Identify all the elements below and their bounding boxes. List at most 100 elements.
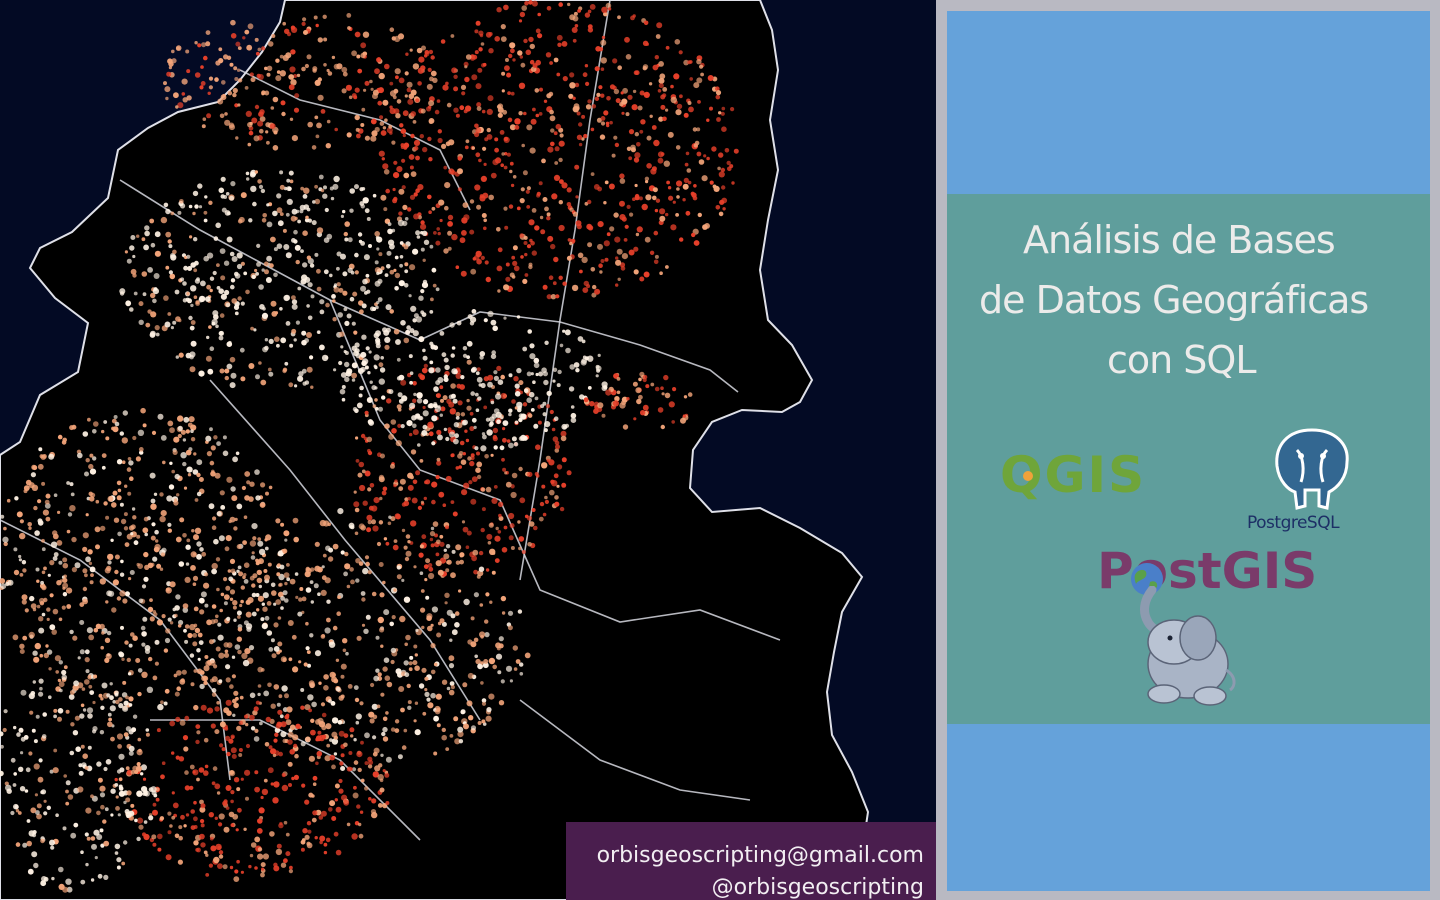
map-point [218, 813, 225, 820]
map-point [79, 649, 85, 655]
map-point [436, 457, 441, 462]
map-point [550, 128, 555, 133]
map-point [214, 816, 218, 820]
map-point [294, 93, 300, 99]
map-point [430, 669, 436, 675]
map-point [220, 293, 227, 300]
map-point [509, 523, 515, 529]
map-point [668, 195, 674, 201]
map-point [58, 681, 65, 688]
map-point [575, 195, 579, 199]
map-point [125, 695, 129, 700]
map-point [607, 7, 612, 11]
map-point [445, 544, 451, 549]
map-point [377, 100, 383, 106]
map-point [315, 761, 319, 766]
map-point [304, 704, 311, 711]
map-point [543, 379, 549, 386]
map-point [462, 346, 468, 351]
map-point [497, 247, 503, 253]
map-point [128, 460, 134, 466]
map-point [209, 460, 215, 466]
map-point [246, 177, 250, 181]
map-point [44, 502, 51, 509]
map-point [274, 727, 281, 733]
map-point [314, 541, 320, 547]
map-point [469, 229, 475, 235]
map-point [276, 843, 282, 849]
map-point [70, 722, 75, 727]
map-point [541, 158, 546, 164]
map-point [368, 420, 375, 426]
map-point [720, 167, 726, 173]
map-point [204, 764, 209, 769]
map-point [511, 255, 516, 260]
map-point [406, 683, 411, 689]
map-point [267, 562, 272, 567]
map-point [428, 105, 432, 109]
map-point [89, 468, 97, 475]
map-point [0, 731, 4, 737]
map-point [164, 86, 171, 93]
map-point [229, 124, 235, 131]
map-point [258, 361, 262, 365]
map-point [273, 738, 278, 743]
map-point [132, 435, 137, 441]
map-point [595, 46, 601, 52]
map-point [403, 728, 408, 733]
map-point [390, 463, 395, 469]
map-point [316, 227, 324, 234]
map-point [80, 879, 86, 885]
map-point [367, 371, 371, 375]
map-point [244, 648, 251, 655]
map-point [357, 472, 363, 478]
map-point [402, 204, 408, 210]
map-point [524, 652, 531, 659]
map-point [237, 219, 243, 224]
map-point [291, 328, 297, 334]
map-point [188, 416, 195, 423]
map-point [72, 635, 78, 641]
map-point [521, 143, 525, 148]
map-point [376, 247, 380, 251]
map-point [163, 295, 169, 301]
map-point [480, 487, 486, 492]
map-point [572, 15, 579, 22]
map-point [13, 547, 18, 552]
map-point [19, 649, 25, 654]
map-point [551, 193, 558, 200]
map-point [230, 284, 235, 290]
contact-handle[interactable]: @orbisgeoscripting [711, 875, 924, 900]
contact-email[interactable]: orbisgeoscripting@gmail.com [596, 843, 924, 868]
map-point [15, 809, 20, 813]
map-point [462, 452, 466, 456]
map-point [409, 48, 413, 52]
map-point [659, 208, 666, 215]
map-point [326, 743, 331, 748]
map-point [107, 495, 114, 502]
map-point [220, 275, 226, 281]
map-point [177, 210, 182, 215]
map-point [418, 552, 424, 558]
map-point [412, 63, 420, 70]
map-point [312, 66, 318, 72]
map-point [487, 310, 494, 317]
map-point [160, 774, 165, 780]
map-point [331, 55, 336, 60]
panel-bottom-band [947, 724, 1430, 891]
map-point [389, 621, 395, 627]
map-point [225, 192, 230, 196]
map-point [474, 184, 481, 191]
map-point [553, 57, 559, 63]
map-point [414, 701, 419, 705]
map-point [519, 233, 524, 238]
map-point [136, 234, 140, 238]
map-point [670, 84, 674, 89]
map-point [295, 320, 300, 325]
map-point [94, 526, 101, 533]
map-point [524, 1, 529, 6]
map-point [510, 183, 515, 188]
map-point [429, 310, 434, 314]
map-point [18, 554, 22, 559]
map-point [518, 536, 525, 542]
